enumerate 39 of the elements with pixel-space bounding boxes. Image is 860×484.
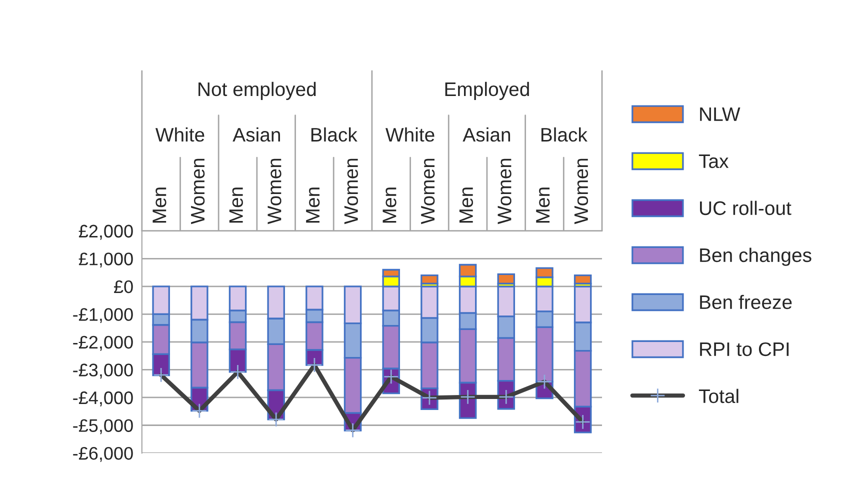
text: Employed [445, 82, 529, 100]
legend-label: Ben freeze [700, 294, 792, 310]
legend-label: Total [698, 388, 738, 404]
text: White [386, 127, 434, 142]
x-tick-label: Men [382, 188, 396, 223]
text: Asian [462, 127, 510, 142]
y-tick-label: £0 [114, 280, 133, 294]
text: Black [311, 127, 358, 142]
bar [574, 274, 592, 284]
legend-label: Ben changes [700, 248, 812, 266]
y-tick-label: -£5,000 [73, 419, 133, 434]
y-tick-label: -£1,000 [73, 308, 133, 324]
text: White [155, 127, 204, 142]
y-tick-label: -£4,000 [73, 391, 133, 406]
legend-label: NLW [700, 107, 740, 121]
x-tick-label: Men [536, 188, 550, 223]
x-tick-label: Women [268, 158, 282, 224]
legend-label: RPI to CPI [700, 342, 789, 356]
legend-label: UC roll-out [700, 200, 792, 216]
x-tick-label: Men [229, 188, 243, 223]
x-tick-label: Women [574, 158, 588, 224]
bar [497, 273, 516, 284]
y-tick-label: -£2,000 [73, 336, 133, 351]
y-tick-label: -£3,000 [73, 364, 133, 379]
x-tick-label: Women [191, 158, 205, 224]
x-tick-label: Men [459, 188, 474, 223]
y-tick-label: -£6,000 [73, 446, 133, 462]
text: Black [541, 127, 588, 142]
legend-label: Tax [698, 154, 729, 168]
x-tick-label: Women [421, 158, 435, 224]
text: Not employed [198, 82, 316, 100]
y-tick-label: £2,000 [78, 224, 133, 240]
bar [420, 274, 438, 284]
text: Asian [232, 127, 280, 142]
x-tick-label: Women [498, 158, 512, 224]
x-tick-label: Men [306, 188, 320, 223]
x-tick-label: Women [344, 158, 358, 224]
y-tick-label: £1,000 [78, 252, 133, 268]
x-tick-label: Men [152, 188, 166, 223]
